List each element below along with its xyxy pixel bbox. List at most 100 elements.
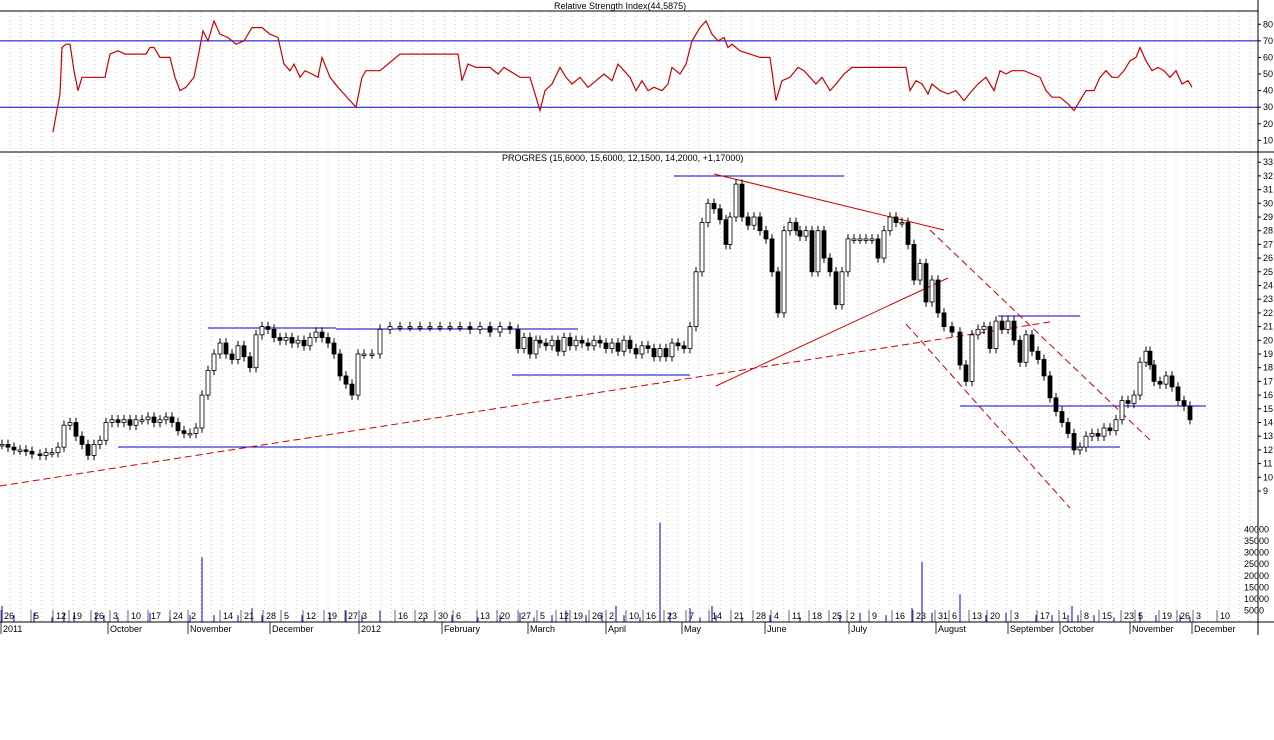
x-day-label: 21 xyxy=(244,611,254,621)
price-tick-label: 12 xyxy=(1263,445,1273,455)
candle-body xyxy=(1071,433,1077,451)
trendlines xyxy=(0,173,1206,509)
candle-body xyxy=(325,337,331,344)
x-day-label: 28 xyxy=(756,611,766,621)
x-day-label: 20 xyxy=(500,611,510,621)
volume-panel xyxy=(1,522,1191,622)
candle-body xyxy=(1137,361,1143,396)
x-day-label: 5 xyxy=(1138,611,1143,621)
candle-body xyxy=(969,334,975,382)
candle-body xyxy=(289,337,295,344)
candle-body xyxy=(283,337,289,341)
price-tick-label: 29 xyxy=(1263,212,1273,222)
x-day-label: 6 xyxy=(456,611,461,621)
candle-body xyxy=(1059,411,1065,423)
x-day-label: 4 xyxy=(774,611,779,621)
candle-body xyxy=(205,370,211,396)
x-day-label: 13 xyxy=(480,611,490,621)
volume-tick-label: 40000 xyxy=(1244,525,1269,535)
candle-body xyxy=(615,342,621,352)
candle-body xyxy=(497,326,503,333)
candle-body xyxy=(151,416,157,423)
candle-body xyxy=(127,419,133,426)
candle-body xyxy=(73,422,79,437)
candle-body xyxy=(669,342,675,358)
candle-body xyxy=(727,216,733,245)
x-day-label: 23 xyxy=(1124,611,1134,621)
x-month-label: September xyxy=(1010,624,1054,634)
candle-body xyxy=(899,222,905,225)
candle-body xyxy=(1143,350,1149,363)
candle-body xyxy=(609,342,615,349)
candle-body xyxy=(271,328,277,338)
candle-body xyxy=(963,364,969,382)
candle-body xyxy=(447,326,453,329)
candle-body xyxy=(857,238,863,241)
price-panel xyxy=(0,179,1193,461)
candle-body xyxy=(369,353,375,356)
x-day-label: 9 xyxy=(872,611,877,621)
candle-body xyxy=(845,238,851,273)
candle-body xyxy=(775,271,781,314)
candle-body xyxy=(5,444,11,448)
candle-body xyxy=(663,348,669,358)
candle-body xyxy=(675,342,681,347)
candle-body xyxy=(313,331,319,338)
price-tick-label: 25 xyxy=(1263,267,1273,277)
candle-body xyxy=(527,337,533,355)
x-month-label: December xyxy=(272,624,314,634)
price-tick-label: 27 xyxy=(1263,239,1273,249)
x-day-label: 16 xyxy=(895,611,905,621)
candle-body xyxy=(949,326,955,333)
candle-body xyxy=(1089,433,1095,437)
candle-body xyxy=(181,430,187,434)
candle-body xyxy=(751,216,757,226)
y-axis-labels: 80 70 60 50 40 30 20 10 33 32 31 30 29 28 27 26 25 24 23 22… xyxy=(1244,19,1273,615)
x-day-label: 3 xyxy=(1196,611,1201,621)
candle-body xyxy=(645,345,651,349)
candle-body xyxy=(905,222,911,245)
candle-body xyxy=(987,326,993,349)
candle-body xyxy=(37,453,43,456)
candle-body xyxy=(1175,386,1181,401)
candle-body xyxy=(863,238,869,241)
price-tick-label: 16 xyxy=(1263,390,1273,400)
candle-body xyxy=(887,216,893,232)
candle-body xyxy=(1083,435,1089,448)
price-tick-label: 9 xyxy=(1263,486,1268,496)
volume-tick-label: 25000 xyxy=(1244,559,1269,569)
x-day-label: 15 xyxy=(1102,611,1112,621)
candle-body xyxy=(355,353,361,396)
candle-body xyxy=(91,444,97,456)
candle-body xyxy=(199,394,205,429)
volume-tick-label: 15000 xyxy=(1244,582,1269,592)
candle-body xyxy=(579,339,585,344)
x-day-label: 23 xyxy=(667,611,677,621)
candle-body xyxy=(981,326,987,330)
candle-body xyxy=(1163,375,1169,385)
candle-body xyxy=(745,216,751,226)
candle-body xyxy=(349,383,355,396)
candle-body xyxy=(1157,380,1163,385)
candle-body xyxy=(187,433,193,436)
candle-body xyxy=(869,238,875,241)
candle-body xyxy=(699,222,705,273)
candle-body xyxy=(827,257,833,273)
x-day-label: 3 xyxy=(1014,611,1019,621)
candle-body xyxy=(705,202,711,223)
x-month-label: October xyxy=(110,624,142,634)
candle-body xyxy=(175,422,181,432)
candle-body xyxy=(1011,320,1017,341)
candle-body xyxy=(163,416,169,421)
candle-body xyxy=(61,424,67,448)
candle-body xyxy=(1119,400,1125,421)
rsi-panel xyxy=(0,19,1258,133)
x-day-label: 18 xyxy=(812,611,822,621)
candle-body xyxy=(407,326,413,329)
candle-body xyxy=(0,444,5,447)
x-day-label: 16 xyxy=(398,611,408,621)
candle-body xyxy=(543,342,549,347)
volume-tick-label: 35000 xyxy=(1244,536,1269,546)
candle-body xyxy=(29,450,35,455)
